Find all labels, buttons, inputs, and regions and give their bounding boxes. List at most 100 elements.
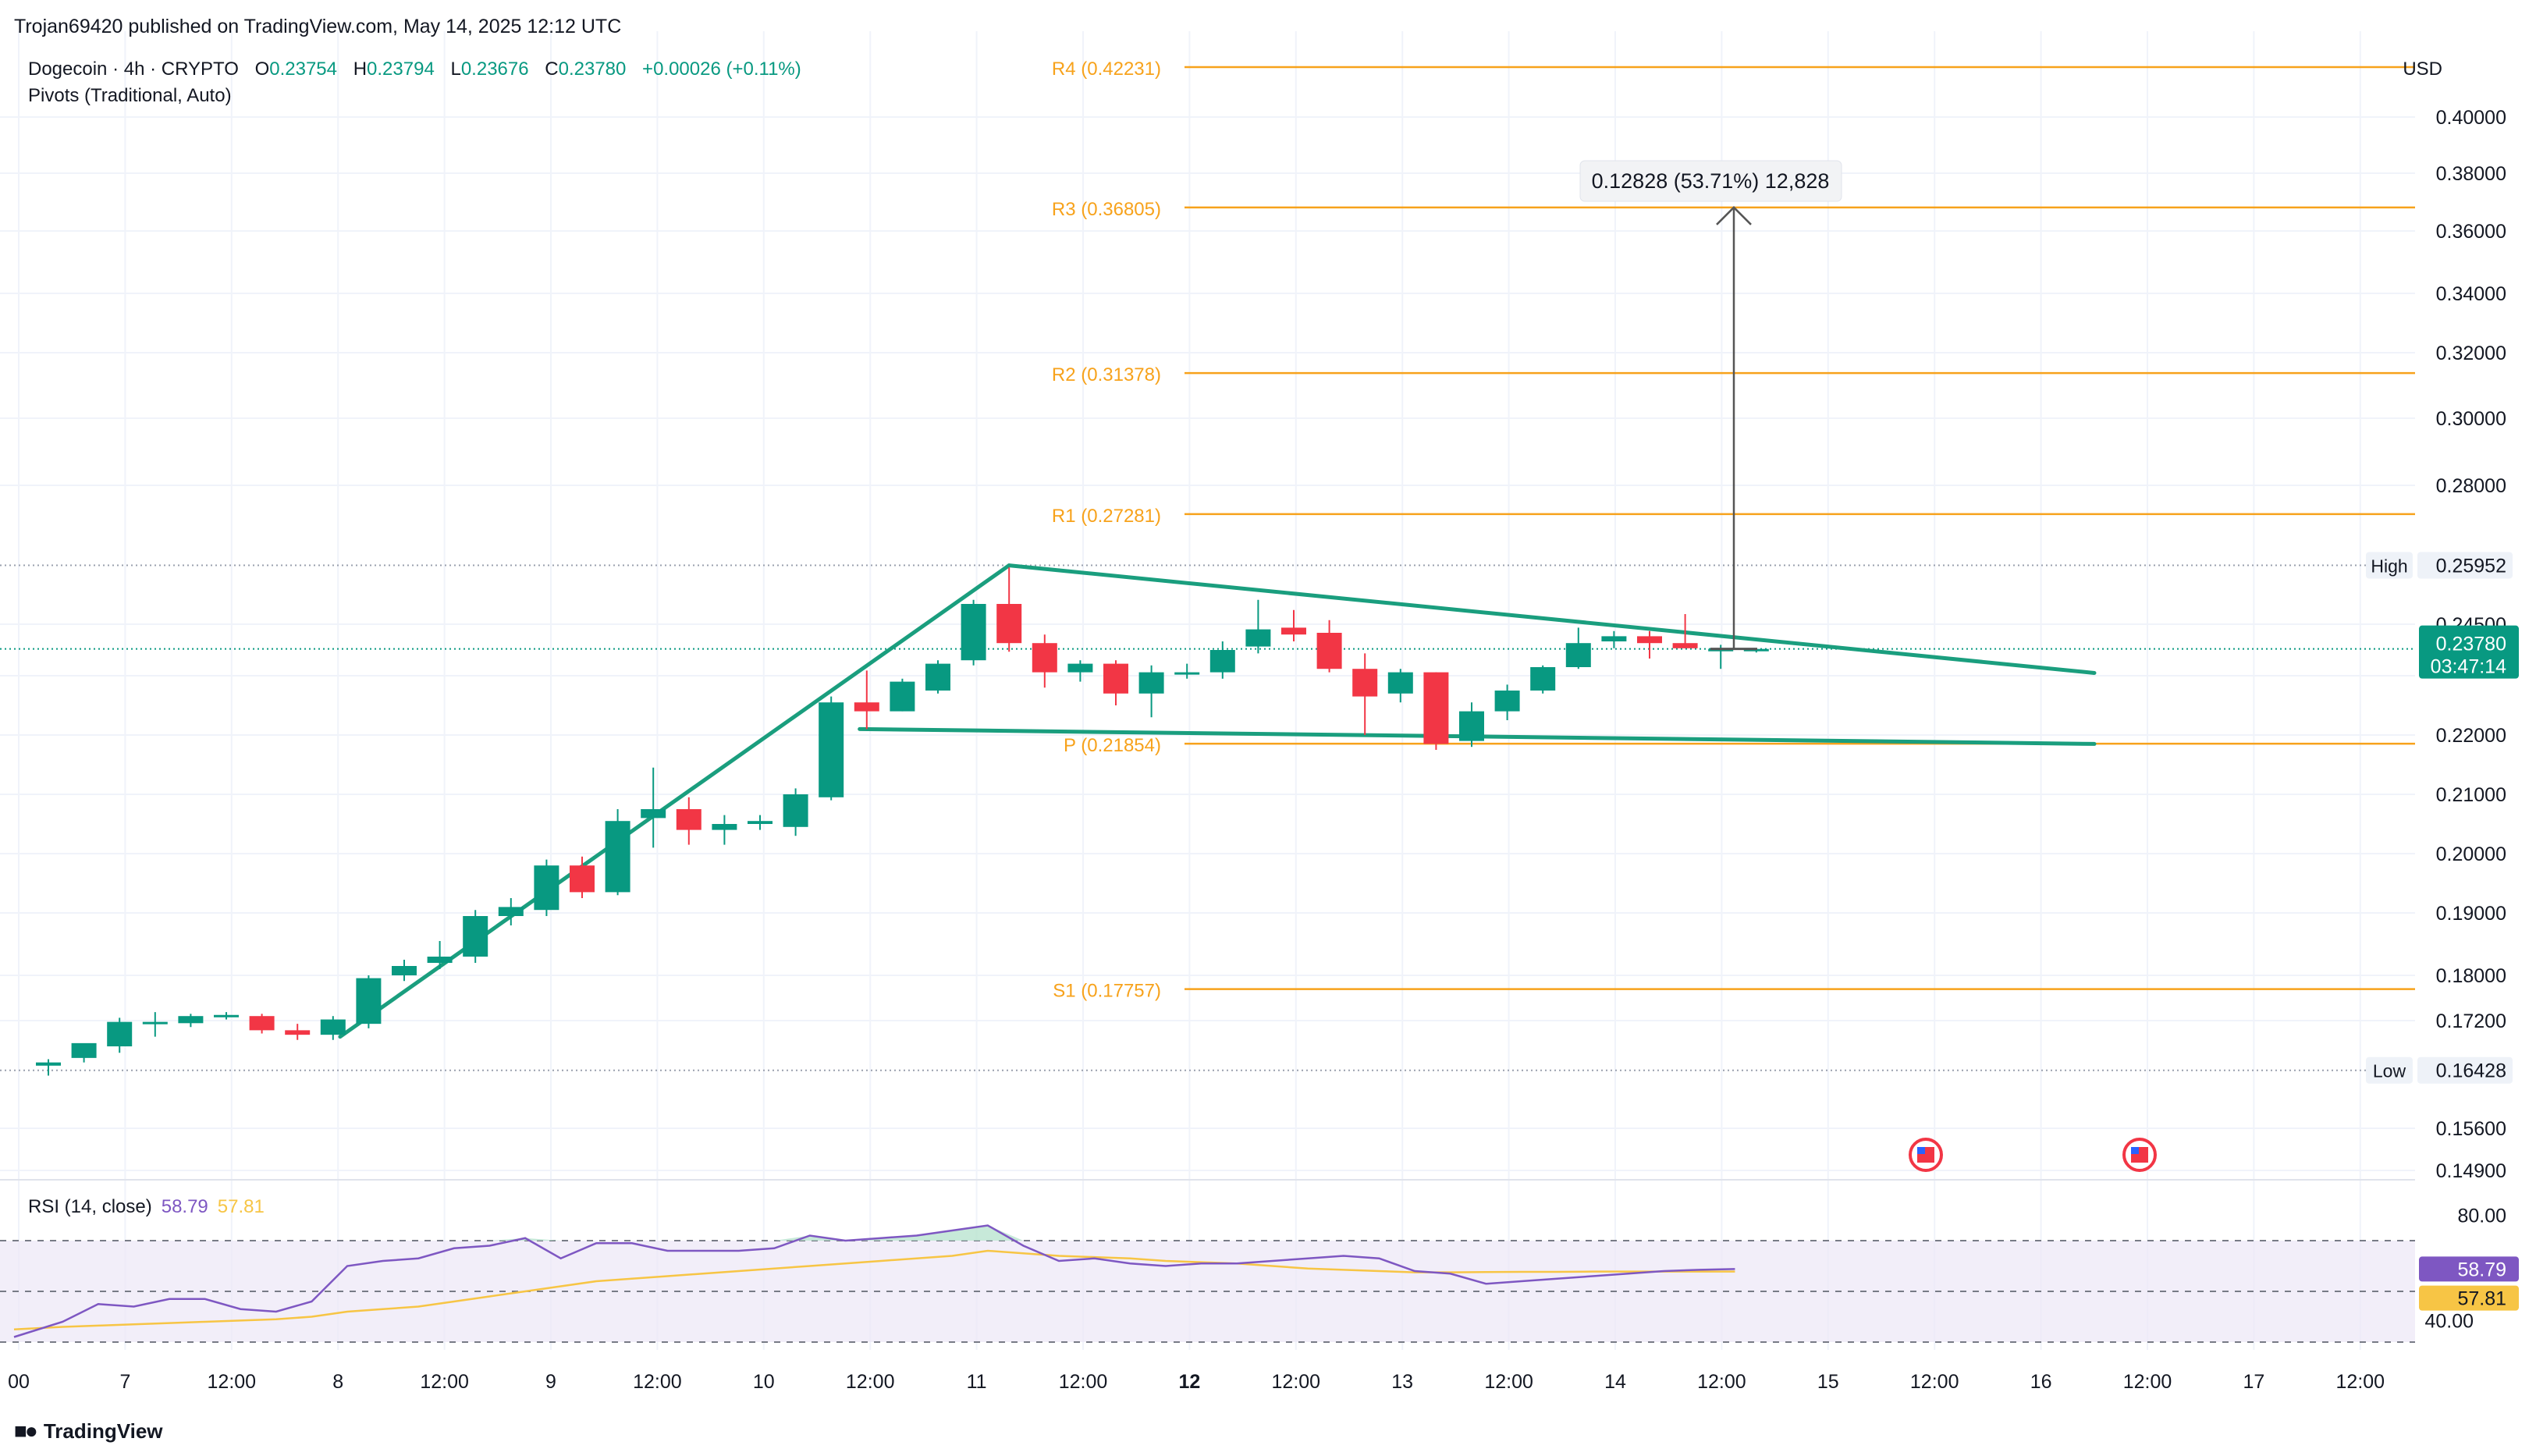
symbol-title[interactable]: Dogecoin · 4h · CRYPTO <box>28 59 239 80</box>
candle-5 <box>214 1012 239 1020</box>
low_marker-tag-bg <box>2366 1056 2413 1084</box>
y-tick-10: 0.21000 <box>2436 784 2506 806</box>
measure-label-box <box>1579 160 1842 202</box>
candle-body-29 <box>1067 663 1093 673</box>
candle-2 <box>107 1017 133 1053</box>
candle-body-45 <box>1637 636 1662 644</box>
candle-25 <box>925 660 950 694</box>
candle-33 <box>1209 641 1235 679</box>
currency-label[interactable]: USD <box>2403 59 2442 80</box>
candle-1 <box>71 1042 97 1063</box>
low-value: 0.23676 <box>460 59 529 80</box>
x-tick-5: 9 <box>545 1371 556 1393</box>
low_marker-value-bg <box>2417 1056 2513 1084</box>
rsi-tick-0: 80.00 <box>2457 1206 2506 1227</box>
publisher-line: Trojan69420 published on TradingView.com… <box>14 16 622 37</box>
x-tick-13: 13 <box>1391 1371 1413 1393</box>
change-value: +0.00026 (+0.11%) <box>642 59 801 80</box>
x-tick-16: 12:00 <box>1697 1371 1746 1393</box>
price-axis[interactable]: 0.40000 0.38000 0.36000 0.34000 0.32000 0.300… <box>2366 107 2519 1333</box>
candle-body-9 <box>356 978 382 1025</box>
candle-11 <box>427 941 453 969</box>
candle-body-2 <box>107 1021 133 1046</box>
candle-8 <box>320 1016 346 1040</box>
candle-27 <box>996 567 1022 652</box>
candle-9 <box>356 975 382 1028</box>
x-tick-6: 12:00 <box>633 1371 682 1393</box>
candle-body-42 <box>1530 667 1556 691</box>
candle-body-11 <box>427 957 453 963</box>
event-flags[interactable] <box>1909 1138 2157 1172</box>
rsi-value-tag <box>2419 1256 2519 1282</box>
candle-4 <box>178 1014 204 1028</box>
low_marker-tag: Low <box>2373 1061 2406 1081</box>
bar-countdown: 03:47:14 <box>2431 656 2506 678</box>
candle-10 <box>392 960 417 982</box>
candle-body-15 <box>570 865 595 893</box>
y-tick-9: 0.22000 <box>2436 725 2506 747</box>
time-axis[interactable]: 00 7 12:00 8 12:00 9 12:00 10 12:00 11 12:00 12 12:0… <box>8 1371 2385 1393</box>
candle-38 <box>1387 669 1413 703</box>
measure-arrow-icon <box>1716 206 1752 226</box>
candle-body-14 <box>534 865 559 911</box>
candle-body-27 <box>996 604 1022 644</box>
tradingview-brand[interactable]: ■● TradingView <box>14 1419 163 1444</box>
candle-body-16 <box>605 821 630 893</box>
candle-body-12 <box>463 916 488 957</box>
y-tick-13: 0.18000 <box>2436 965 2506 987</box>
indicator-legend[interactable]: Pivots (Traditional, Auto) <box>28 85 232 106</box>
candle-body-26 <box>961 604 986 661</box>
candle-body-44 <box>1601 636 1627 641</box>
candle-body-20 <box>748 821 773 824</box>
x-tick-3: 8 <box>332 1371 343 1393</box>
candle-body-3 <box>142 1021 168 1025</box>
y-tick-12: 0.19000 <box>2436 903 2506 925</box>
candle-16 <box>605 809 630 896</box>
y-tick-11: 0.20000 <box>2436 843 2506 865</box>
candle-body-6 <box>249 1016 275 1031</box>
x-tick-18: 12:00 <box>1910 1371 1959 1393</box>
y-tick-3: 0.34000 <box>2436 283 2506 305</box>
pivot-label-2: R2 (0.31378) <box>1052 364 1161 385</box>
y-tick-2: 0.36000 <box>2436 221 2506 243</box>
last-price-value: 0.23780 <box>2436 634 2506 655</box>
x-tick-12: 12:00 <box>1272 1371 1321 1393</box>
candle-36 <box>1316 620 1342 673</box>
candle-35 <box>1281 609 1306 641</box>
last-price-tag <box>2419 625 2519 679</box>
rsi-ma-line <box>13 1249 1735 1330</box>
candle-29 <box>1067 660 1093 682</box>
candle-body-38 <box>1387 672 1413 694</box>
candle-18 <box>676 797 701 845</box>
x-tick-17: 15 <box>1817 1371 1839 1393</box>
rsi-ma-legend-value: 57.81 <box>217 1196 265 1217</box>
us-flag-icon <box>2122 1138 2157 1172</box>
candle-45 <box>1637 630 1662 659</box>
price-range-measure[interactable]: 0.12828 (53.71%) 12,828 <box>1579 160 1842 651</box>
candle-body-5 <box>214 1014 239 1017</box>
ohlc-legend: Dogecoin · 4h · CRYPTO O0.23754 H0.23794… <box>28 59 801 80</box>
low-label: L <box>450 59 461 80</box>
candle-32 <box>1174 663 1200 679</box>
rsi-legend[interactable]: RSI (14, close) 58.79 57.81 <box>28 1196 265 1218</box>
candle-body-33 <box>1209 650 1235 673</box>
candle-body-41 <box>1494 691 1520 712</box>
x-tick-7: 10 <box>753 1371 775 1393</box>
candle-22 <box>819 696 844 801</box>
candle-42 <box>1530 665 1556 694</box>
x-tick-11: 12 <box>1178 1371 1200 1393</box>
candle-body-46 <box>1672 643 1698 648</box>
high-label: H <box>353 59 368 80</box>
candle-17 <box>641 767 666 848</box>
rsi-ma-value: 57.81 <box>2457 1288 2506 1310</box>
rsi-label: RSI (14, close) <box>28 1196 152 1217</box>
candle-body-24 <box>890 681 915 712</box>
candle-3 <box>142 1012 168 1037</box>
y-tick-0: 0.40000 <box>2436 107 2506 129</box>
rsi-legend-value: 58.79 <box>161 1196 208 1217</box>
candle-15 <box>570 856 595 898</box>
candle-body-39 <box>1423 672 1449 744</box>
candle-body-23 <box>854 702 879 712</box>
candle-body-1 <box>71 1042 97 1058</box>
